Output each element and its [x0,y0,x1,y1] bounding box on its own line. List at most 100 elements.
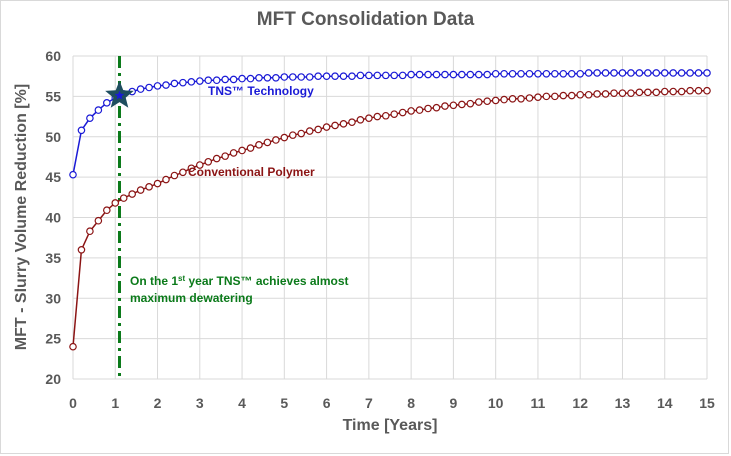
data-point [652,88,661,97]
x-tick-label: 15 [699,395,715,411]
data-point [644,69,652,77]
data-point [593,69,601,77]
data-point [339,120,348,128]
series-group [69,69,711,351]
x-tick-label: 10 [488,395,504,411]
data-point [424,104,432,113]
data-point [483,97,492,106]
x-axis-label: Time [Years] [342,417,438,434]
chart-title: MFT Consolidation Data [256,9,475,30]
data-point [297,129,306,138]
annotation-superscript: st [178,274,186,283]
tns-series [69,69,711,179]
data-point [432,103,441,112]
data-point [365,114,373,122]
data-point [441,102,449,110]
data-point [94,216,103,225]
data-point [119,194,128,202]
data-point [212,154,221,163]
data-point [204,157,213,166]
data-point [86,114,94,122]
data-point [542,92,551,101]
x-tick-label: 0 [69,395,77,411]
data-point [305,127,314,135]
data-point [136,85,145,93]
x-tick-label: 1 [111,395,119,411]
data-point [179,168,187,177]
data-point [517,94,525,103]
data-point [652,69,661,77]
data-point [703,69,711,77]
x-tick-label: 13 [615,395,631,411]
data-point [221,152,229,160]
data-point [322,123,331,131]
data-point [407,70,415,79]
data-point [381,71,390,80]
x-tick-label: 7 [365,395,373,411]
data-point [559,69,568,78]
data-point [255,74,263,82]
data-point [356,71,365,80]
data-point [221,75,229,84]
data-point [179,78,187,87]
data-point [517,69,525,78]
data-point [610,69,618,77]
data-point [331,121,339,130]
data-point [449,70,458,79]
data-point [272,136,280,144]
x-tick-label: 8 [407,395,415,411]
data-point [618,69,627,77]
data-point [103,99,111,107]
data-point [601,90,610,98]
tns-series-label: TNS™ Technology [208,84,314,98]
annotation-line-2: maximum dewatering [130,291,253,305]
data-point [458,70,466,79]
data-point [415,70,424,79]
data-point [196,77,204,85]
data-point [398,71,407,80]
data-point [551,92,559,101]
data-point [508,69,517,78]
data-point [441,70,449,79]
data-point [534,93,542,101]
data-point [263,74,272,82]
annotation-note: On the 1st year TNS™ achieves almost max… [130,273,349,307]
data-point [255,141,263,149]
data-point [474,98,483,106]
data-point [466,70,475,79]
data-point [635,69,644,77]
data-point [694,69,703,77]
data-point [162,175,170,184]
data-point [69,170,77,179]
data-point [187,78,196,86]
y-axis-label: MFT - Slurry Volume Reduction [%] [13,83,30,351]
data-point [567,69,576,78]
data-point [331,72,339,80]
data-point [551,69,559,78]
data-point [314,125,322,134]
data-point [424,70,432,79]
data-point [567,91,576,100]
x-tick-label: 5 [280,395,288,411]
data-point [669,69,677,77]
data-point [94,106,103,114]
data-point [314,72,322,80]
data-point [398,108,407,117]
data-point [339,72,348,80]
data-point [407,107,415,115]
annotation-text: On the 1 [130,274,179,288]
data-point [373,71,382,80]
y-tick-label: 50 [45,129,61,145]
data-point [525,69,534,78]
data-point [170,79,179,88]
data-point [103,206,111,215]
data-point [263,138,272,147]
data-point [483,70,492,79]
data-point [297,73,306,81]
data-point [576,69,585,78]
data-point [246,144,255,152]
data-point [584,90,593,99]
data-point [272,74,280,82]
data-point [686,69,694,77]
